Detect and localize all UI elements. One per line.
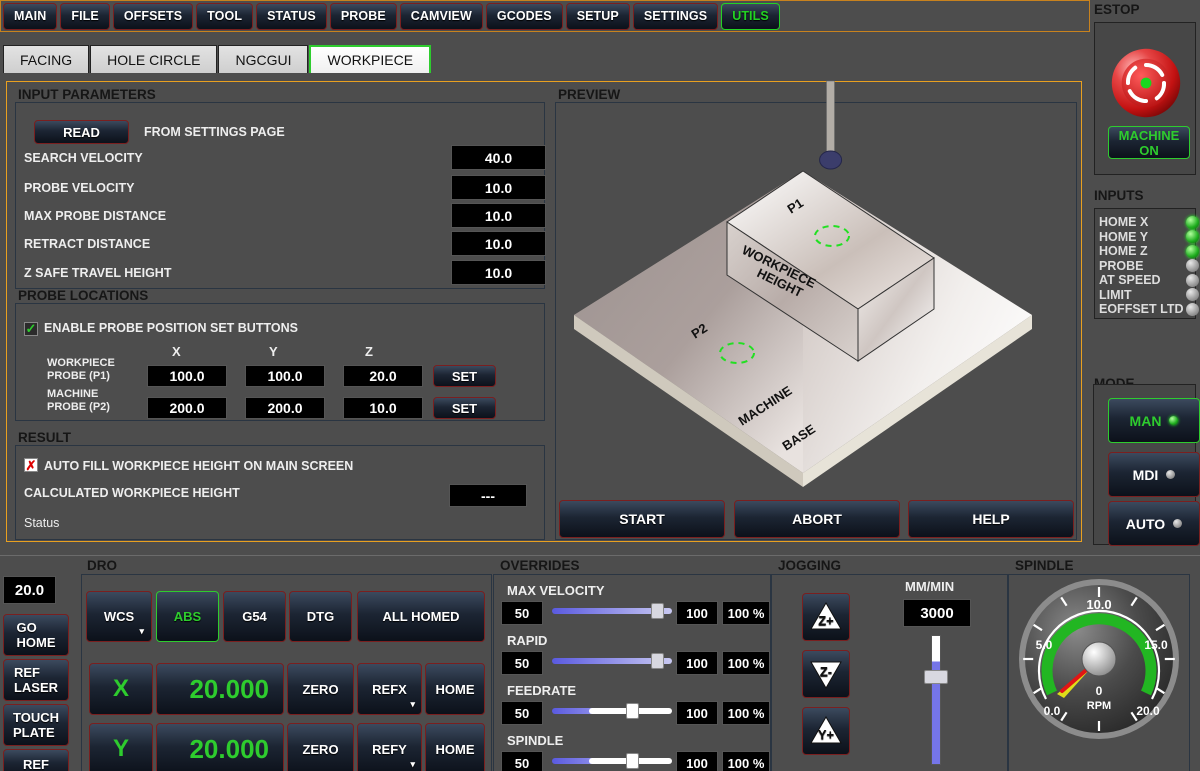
svg-text:5.0: 5.0 bbox=[1036, 638, 1053, 652]
svg-text:15.0: 15.0 bbox=[1144, 638, 1168, 652]
svg-text:0.0: 0.0 bbox=[1044, 704, 1061, 718]
svg-text:Y+: Y+ bbox=[818, 727, 835, 742]
svg-text:Z+: Z+ bbox=[818, 613, 834, 628]
svg-text:20.0: 20.0 bbox=[1136, 704, 1160, 718]
svg-text:RPM: RPM bbox=[1087, 700, 1111, 712]
svg-text:Z-: Z- bbox=[820, 664, 832, 679]
svg-text:10.0: 10.0 bbox=[1086, 597, 1111, 612]
svg-text:0: 0 bbox=[1096, 684, 1103, 698]
